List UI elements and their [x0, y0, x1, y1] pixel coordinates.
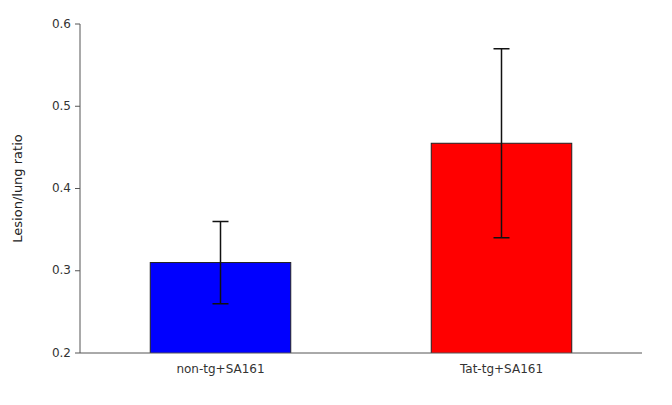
y-tick-label: 0.5 — [52, 99, 71, 113]
error-bar — [213, 221, 229, 303]
chart: 0.2 0.3 0.4 0.5 0.6 non-tg+SA161 Tat-tg+SA161 L… — [0, 0, 672, 405]
y-axis: 0.2 0.3 0.4 0.5 0.6 — [52, 17, 80, 360]
error-bar-path — [494, 49, 510, 238]
chart-container: 0.2 0.3 0.4 0.5 0.6 non-tg+SA161 Tat-tg+SA161 L… — [0, 0, 672, 405]
page: {"chart_data": {"type": "bar", "categori… — [0, 0, 672, 405]
y-tick — [75, 106, 80, 107]
y-tick — [75, 353, 80, 354]
marks — [150, 49, 572, 353]
y-axis-line — [80, 24, 81, 353]
x-axis-line — [80, 353, 642, 354]
y-tick-label: 0.6 — [52, 17, 71, 31]
y-tick — [75, 188, 80, 189]
y-tick — [75, 270, 80, 271]
x-tick-label: Tat-tg+SA161 — [459, 362, 543, 376]
x-axis: non-tg+SA161 Tat-tg+SA161 — [176, 362, 543, 376]
y-tick-label: 0.2 — [52, 346, 71, 360]
x-tick-label: non-tg+SA161 — [176, 362, 264, 376]
y-tick-label: 0.3 — [52, 263, 71, 277]
y-tick — [75, 24, 80, 25]
error-bar — [494, 49, 510, 238]
y-axis-title: Lesion/lung ratio — [10, 134, 25, 242]
error-bar-path — [213, 221, 229, 303]
y-tick-label: 0.4 — [52, 181, 71, 195]
